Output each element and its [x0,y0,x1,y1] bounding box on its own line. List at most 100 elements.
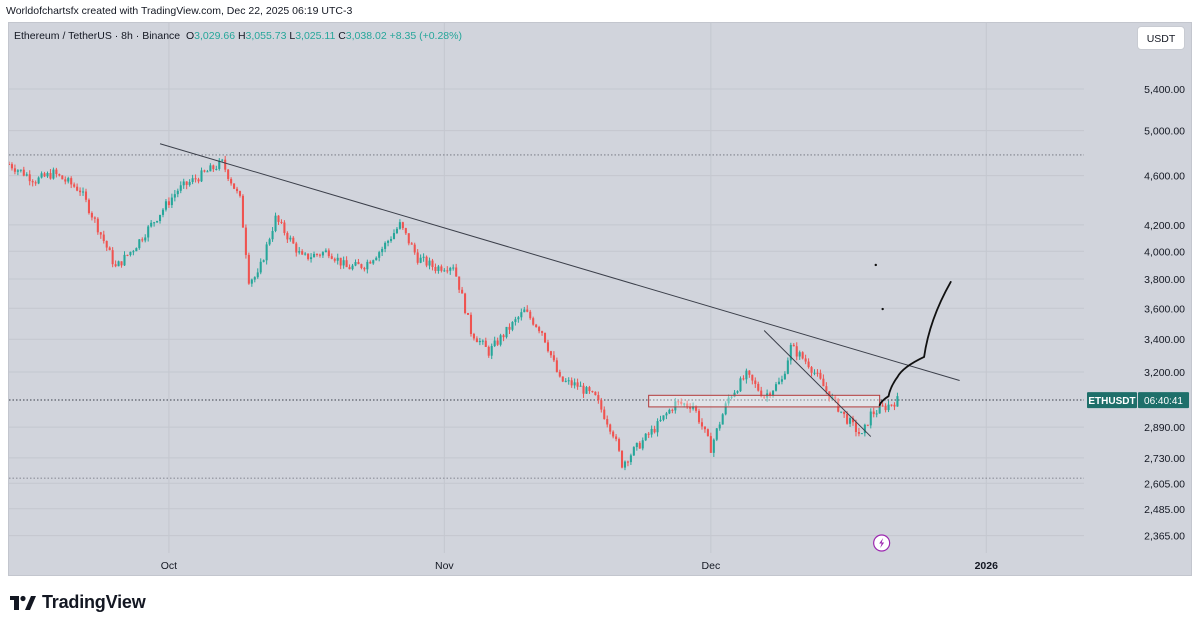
candle-body [422,256,425,258]
candle-body [697,410,701,423]
candle-body [538,327,541,332]
candle-body [84,191,88,200]
time-axis-label: Nov [435,560,454,572]
candle-body [446,270,449,272]
candle-body [265,244,268,261]
candle-body [857,432,860,434]
candle-body [588,387,591,392]
candle-body [478,340,481,343]
candle-body [114,264,117,267]
candle-body [700,422,704,427]
candle-body [428,260,431,266]
candle-body [543,332,547,343]
price-chart[interactable]: 5,400.00 5,000.00 4,600.00 4,200.00 4,000.00… [9,23,1192,576]
candle-body [609,424,612,432]
candle-body [860,433,863,435]
symbol-title[interactable]: Ethereum / TetherUS · 8h · Binance [14,30,181,42]
price-axis-tick-label: 3,800.00 [1144,274,1185,286]
candle-body [179,185,182,191]
candle-body [763,396,766,398]
currency-button[interactable]: USDT [1137,26,1185,50]
candle-body [244,227,247,255]
candle-body [345,260,348,268]
candle-body [90,213,93,218]
candle-body [703,426,706,430]
ohlc-legend: Ethereum / TetherUS · 8h · Binance O3,02… [14,30,462,42]
candle-body [718,424,721,429]
candle-body [378,252,381,258]
candle-body [315,253,319,255]
candle-body [117,261,120,267]
candle-body [425,256,428,266]
candle-body [170,197,173,206]
candle-body [849,418,852,424]
candle-body [837,398,840,412]
candle-body [292,237,295,244]
candle-body [262,260,265,262]
candle-body [585,387,588,394]
chart-frame[interactable]: 5,400.00 5,000.00 4,600.00 4,200.00 4,000.00… [8,22,1192,576]
candle-body [695,406,698,411]
candle-body [437,266,440,271]
candle-body [819,372,822,379]
candle-body [872,411,875,415]
candle-body [866,424,869,426]
candle-body [606,419,609,425]
candle-body [618,439,621,451]
candle-body [79,190,82,193]
candle-body [854,422,858,433]
candle-body [638,442,641,449]
candle-body [37,177,40,184]
candle-body [310,257,313,260]
price-axis-tick-label: 4,000.00 [1144,246,1185,258]
candle-body [413,244,416,253]
candle-body [25,174,28,176]
candle-body [274,215,277,232]
candle-body [295,243,298,253]
candle-body [712,439,715,453]
candle-body [786,360,789,374]
candle-body [372,260,375,264]
candle-body [600,400,603,410]
candle-body [878,405,881,414]
candle-body [677,401,680,403]
candle-body [212,165,215,170]
candle-body [612,431,615,437]
candle-body [431,260,434,267]
candle-body [843,411,846,415]
candle-body [73,184,76,187]
candle-body [653,428,656,433]
candle-body [774,384,778,391]
candle-body [381,248,384,253]
candle-body [884,405,887,411]
candle-body [546,342,550,352]
candle-body [641,440,644,449]
candle-body [517,317,520,320]
candle-body [801,352,804,359]
close-value: 3,038.02 [345,30,387,42]
candle-body [514,319,517,323]
candle-body [360,264,363,268]
candle-body [795,346,798,357]
candle-body [46,173,49,177]
candle-body [164,201,167,210]
candle-body [748,370,751,375]
candle-body [869,411,872,426]
candle-body [623,461,627,468]
candle-body [893,404,896,407]
candle-body [156,221,159,223]
price-axis-tick-label: 2,730.00 [1144,453,1185,465]
candle-body [348,267,351,270]
candle-body [256,272,259,278]
candle-body [742,378,745,380]
candle-body [523,309,526,313]
candle-body [466,312,470,315]
candle-body [9,164,11,166]
candle-body [458,276,461,290]
candle-body [721,414,724,425]
tradingview-logo[interactable]: TradingView [10,592,146,613]
candle-body [167,201,170,206]
candle-body [13,168,16,172]
high-value: 3,055.73 [245,30,287,42]
candle-body [138,239,141,249]
